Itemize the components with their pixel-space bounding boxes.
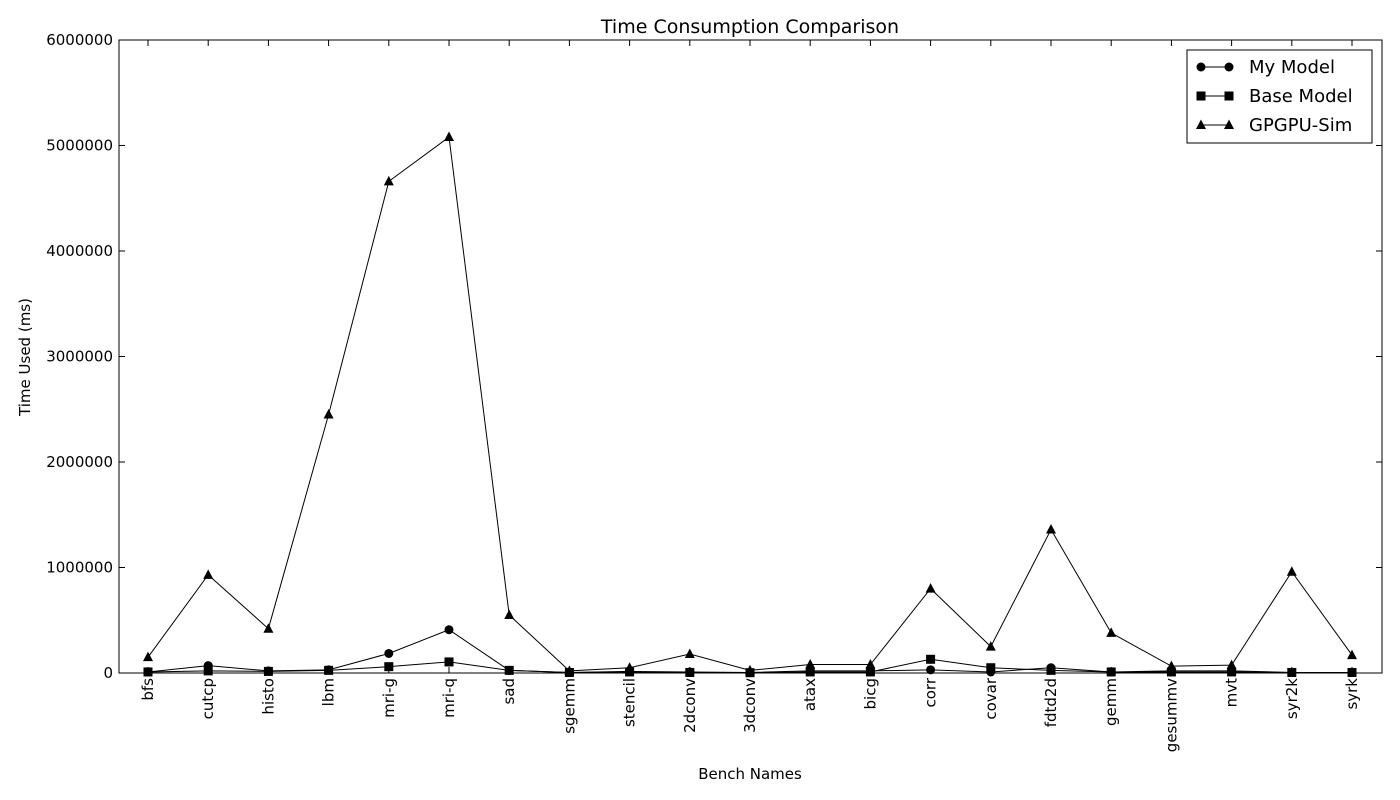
y-axis: 0 1000000 2000000 3000000 4000000 5000000 6000…	[46, 31, 1382, 682]
data-point	[624, 662, 635, 672]
x-tick-label: bfs	[139, 678, 157, 701]
data-point	[925, 583, 936, 593]
legend-label: Base Model	[1249, 86, 1353, 107]
data-point	[985, 641, 996, 651]
data-point	[926, 654, 936, 664]
y-axis-title: Time Used (ms)	[16, 298, 34, 417]
y-tick-label: 4000000	[46, 242, 113, 260]
legend-entry: Base Model	[1196, 86, 1353, 107]
data-point	[203, 569, 214, 579]
x-tick-label: cutcp	[199, 678, 217, 719]
y-tick-label: 6000000	[46, 31, 113, 49]
data-point	[383, 175, 394, 186]
x-axis-title: Bench Names	[698, 765, 802, 783]
legend-label: My Model	[1249, 57, 1335, 78]
data-point	[1286, 566, 1297, 576]
data-point	[1347, 649, 1357, 660]
x-axis: bfs cutcp histo lbm mri-g mri-q sad sgemm stenci…	[139, 40, 1361, 752]
y-tick-label: 2000000	[46, 453, 113, 471]
x-tick-label: fdtd2d	[1042, 678, 1060, 727]
legend-entry: My Model	[1196, 57, 1335, 78]
x-tick-label: stencil	[621, 678, 639, 727]
data-point	[1106, 627, 1117, 637]
data-point	[504, 609, 515, 619]
data-point	[384, 648, 394, 658]
data-point	[444, 657, 454, 667]
data-point	[1046, 524, 1056, 534]
x-tick-label: syr2k	[1283, 678, 1301, 719]
data-point	[143, 651, 153, 662]
y-tick-label: 1000000	[46, 559, 113, 577]
x-tick-label: syrk	[1343, 678, 1361, 710]
data-point	[384, 662, 394, 672]
x-tick-label: atax	[801, 678, 819, 711]
legend: My Model Base Model GPGPU-Sim	[1186, 49, 1373, 144]
x-tick-label: 2dconv	[681, 678, 699, 733]
series-line	[147, 136, 1353, 672]
x-tick-label: mri-q	[440, 678, 458, 718]
legend-marker	[1196, 119, 1206, 129]
legend-marker	[1196, 91, 1206, 101]
data-point	[444, 625, 454, 635]
series-gpgpu-sim	[143, 131, 1357, 675]
y-tick-label: 0	[103, 664, 113, 682]
x-tick-label: covar	[982, 677, 1000, 719]
x-tick-label: histo	[259, 678, 277, 715]
legend-entry: GPGPU-Sim	[1196, 115, 1352, 136]
x-tick-label: lbm	[320, 678, 338, 706]
x-tick-label: sgemm	[560, 678, 578, 734]
x-tick-label: mri-g	[380, 678, 398, 718]
y-tick-label: 3000000	[46, 348, 113, 366]
x-tick-label: corr	[922, 677, 940, 707]
data-point	[684, 648, 695, 659]
chart-title: Time Consumption Comparison	[600, 16, 899, 38]
data-point	[323, 409, 334, 419]
data-point	[444, 131, 454, 142]
x-tick-label: 3dconv	[741, 678, 759, 733]
data-point	[805, 659, 816, 669]
legend-marker	[1224, 119, 1234, 129]
legend-marker	[1224, 91, 1234, 101]
x-tick-label: sad	[500, 678, 518, 705]
data-point	[1166, 660, 1177, 671]
x-tick-label: gesummv	[1162, 678, 1180, 752]
legend-label: GPGPU-Sim	[1249, 115, 1352, 136]
data-point	[865, 659, 876, 669]
legend-marker	[1224, 62, 1234, 72]
legend-marker	[1196, 62, 1206, 72]
x-tick-label: mvt	[1223, 678, 1241, 707]
x-tick-label: bicg	[861, 678, 879, 709]
data-point	[1226, 659, 1237, 670]
series-layer	[143, 131, 1357, 678]
x-tick-label: gemm	[1102, 678, 1120, 726]
data-point	[263, 623, 274, 633]
y-tick-label: 5000000	[46, 137, 113, 155]
